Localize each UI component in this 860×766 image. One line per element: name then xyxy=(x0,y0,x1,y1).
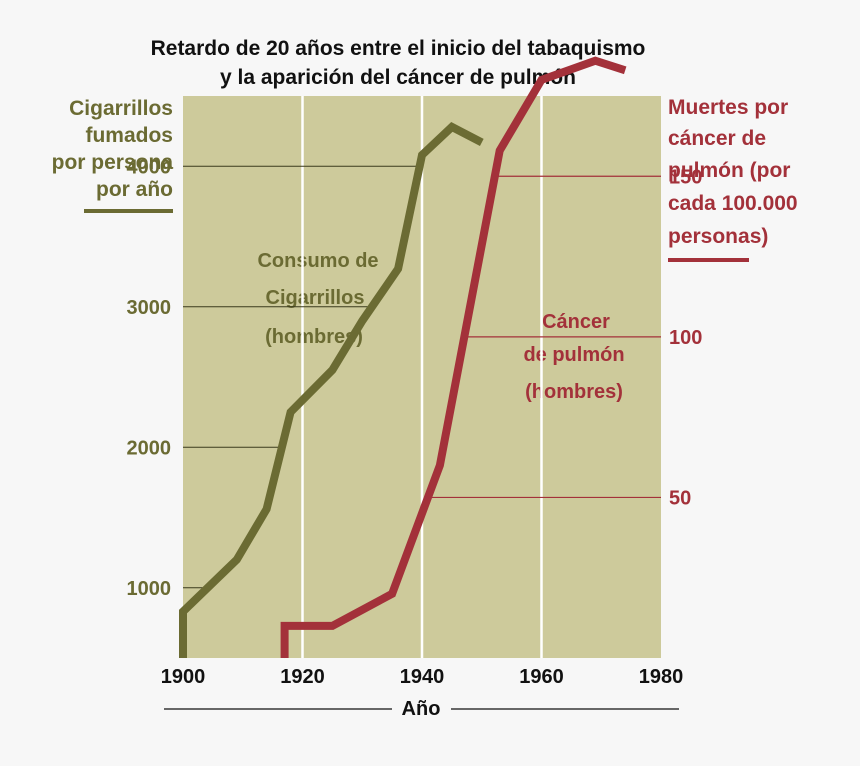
right-axis-label-line: cada 100.000 xyxy=(668,192,798,215)
red-annotation-line: (hombres) xyxy=(525,381,623,403)
right-axis-label-line: personas) xyxy=(668,225,768,248)
tick-labels: 1000 2000 3000 4000 50 100 150 1900 1920 1940 1960… xyxy=(127,156,703,688)
chart-title-line-2: y la aparición del cáncer de pulmón xyxy=(220,66,576,89)
x-tick-label: 1900 xyxy=(161,666,206,688)
left-tick-label: 4000 xyxy=(127,156,172,178)
reference-lines xyxy=(183,165,661,589)
x-tick-label: 1920 xyxy=(280,666,325,688)
left-axis-label-line: fumados xyxy=(85,124,173,147)
series-layer xyxy=(179,56,627,659)
left-axis-label: Cigarrillos fumados por persona por año xyxy=(52,97,174,213)
left-axis-label-underline xyxy=(84,209,173,213)
grid-layer xyxy=(301,96,543,658)
left-axis-label-line: Cigarrillos xyxy=(69,97,173,120)
left-tick-label: 2000 xyxy=(127,437,172,459)
left-tick-label: 1000 xyxy=(127,578,172,600)
red-annotation-line: Cáncer xyxy=(542,311,610,333)
right-axis-label-line: pulmón (por xyxy=(668,159,790,182)
olive-annotation-line: (hombres) xyxy=(265,326,363,348)
left-tick-label: 3000 xyxy=(127,297,172,319)
olive-series-annotation: Consumo de Cigarrillos (hombres) xyxy=(257,250,378,348)
x-tick-label: 1940 xyxy=(400,666,445,688)
olive-annotation-line: Consumo de xyxy=(257,250,378,272)
right-tick-label: 50 xyxy=(669,487,691,509)
x-tick-label: 1980 xyxy=(639,666,684,688)
red-series-annotation: Cáncer de pulmón (hombres) xyxy=(523,311,624,403)
right-axis-label-underline xyxy=(668,258,749,262)
chart-title-line-1: Retardo de 20 años entre el inicio del t… xyxy=(151,37,646,60)
red-annotation-line: de pulmón xyxy=(523,344,624,366)
left-axis-label-line: por año xyxy=(96,178,173,201)
x-tick-label: 1960 xyxy=(519,666,564,688)
olive-annotation-line: Cigarrillos xyxy=(266,287,365,309)
right-axis-label: Muertes por cáncer de pulmón (por cada 1… xyxy=(668,96,798,262)
x-axis-label: Año xyxy=(402,698,441,720)
right-axis-label-line: cáncer de xyxy=(668,127,766,150)
right-axis-label-line: Muertes por xyxy=(668,96,788,119)
right-tick-label: 100 xyxy=(669,327,702,349)
left-axis-label-line: por persona xyxy=(52,151,174,174)
right-tick-label: 150 xyxy=(669,166,702,188)
